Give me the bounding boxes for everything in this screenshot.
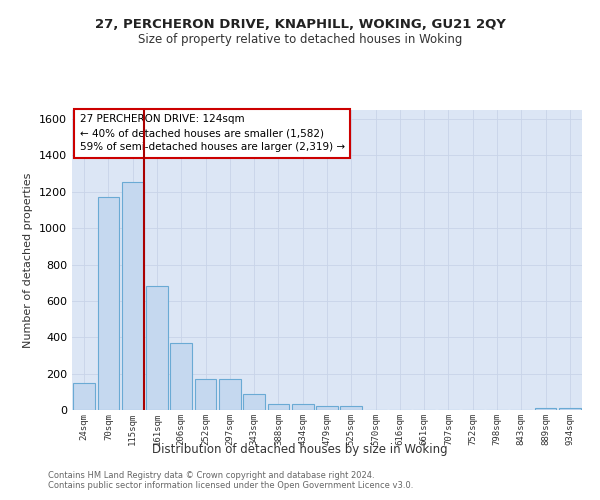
Bar (73, 382, 95, 410)
Text: Contains public sector information licensed under the Open Government Licence v3: Contains public sector information licen… (48, 480, 413, 490)
Bar (194, 379, 217, 410)
Bar (268, 404, 289, 410)
Bar (219, 379, 241, 410)
Bar (243, 394, 265, 410)
Bar (340, 406, 362, 410)
Text: Size of property relative to detached houses in Woking: Size of property relative to detached ho… (138, 32, 462, 46)
Text: 27, PERCHERON DRIVE, KNAPHILL, WOKING, GU21 2QY: 27, PERCHERON DRIVE, KNAPHILL, WOKING, G… (95, 18, 505, 30)
Text: Distribution of detached houses by size in Woking: Distribution of detached houses by size … (152, 442, 448, 456)
Bar (170, 342, 192, 410)
Bar (122, 182, 143, 410)
Bar (535, 408, 556, 410)
Text: 27 PERCHERON DRIVE: 124sqm
← 40% of detached houses are smaller (1,582)
59% of s: 27 PERCHERON DRIVE: 124sqm ← 40% of deta… (80, 114, 345, 152)
Bar (316, 406, 338, 410)
Bar (146, 286, 168, 410)
Y-axis label: Number of detached properties: Number of detached properties (23, 172, 34, 348)
Bar (559, 408, 581, 410)
Bar (97, 198, 119, 410)
Text: Contains HM Land Registry data © Crown copyright and database right 2024.: Contains HM Land Registry data © Crown c… (48, 470, 374, 480)
Bar (292, 404, 314, 410)
